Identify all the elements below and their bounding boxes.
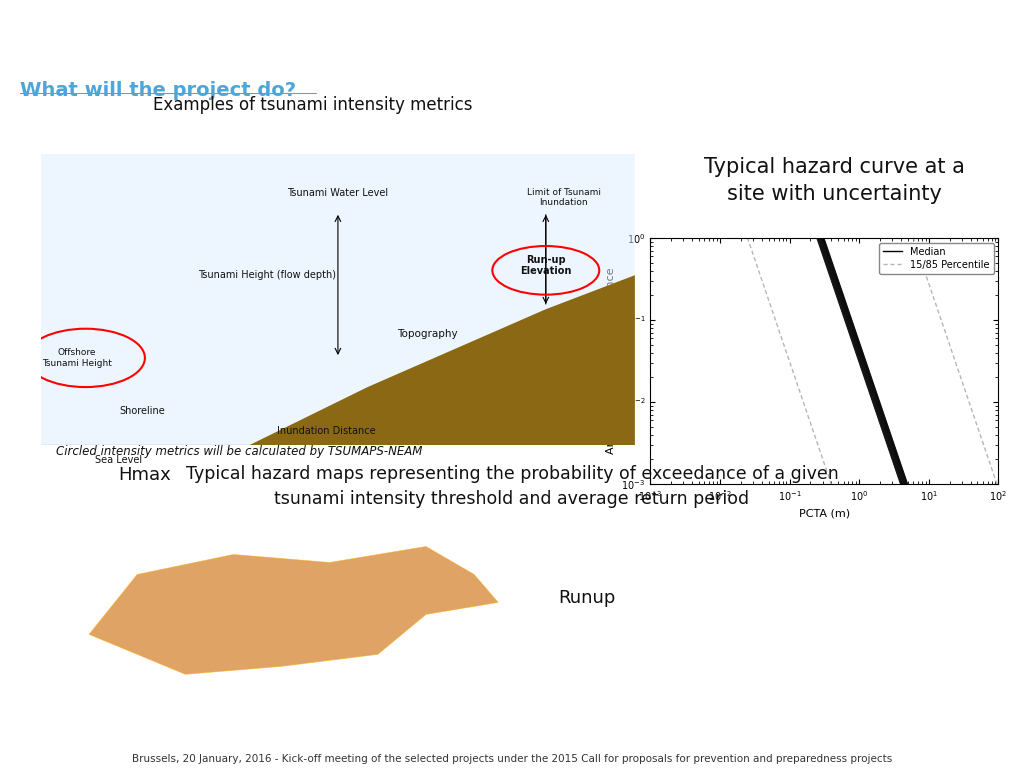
Text: Offshore
Tsunami Height: Offshore Tsunami Height (42, 348, 112, 368)
X-axis label: PCTA (m): PCTA (m) (799, 508, 850, 518)
Y-axis label: Annual Probability of Exceedance: Annual Probability of Exceedance (606, 268, 615, 454)
Polygon shape (41, 154, 635, 445)
Polygon shape (41, 275, 635, 445)
15/85 Percentile (798, 399, 810, 409)
15/85 Percentile (741, 233, 754, 242)
Polygon shape (89, 547, 499, 674)
15/85 Percentile (826, 483, 839, 492)
Text: Run-up
Elevation: Run-up Elevation (520, 255, 571, 276)
Text: Sea Level: Sea Level (94, 455, 141, 465)
Polygon shape (41, 275, 635, 470)
Text: Inundation Distance: Inundation Distance (276, 425, 376, 436)
15/85 Percentile (744, 243, 757, 253)
Text: Topography: Topography (396, 329, 458, 339)
Text: Typical hazard curve at a
site with uncertainty: Typical hazard curve at a site with unce… (705, 157, 965, 204)
Text: Circled intensity metrics will be calculated by TSUMAPS-NEAM: Circled intensity metrics will be calcul… (56, 445, 423, 458)
Text: Runup: Runup (558, 589, 615, 607)
15/85 Percentile (765, 302, 777, 311)
Text: What will the project do?: What will the project do? (20, 81, 297, 100)
Text: Hmax: Hmax (118, 466, 171, 484)
Line: 15/85 Percentile: 15/85 Percentile (748, 237, 833, 488)
15/85 Percentile (788, 372, 801, 382)
15/85 Percentile (821, 468, 834, 477)
15/85 Percentile (814, 447, 826, 456)
Text: Tsunami Height (flow depth): Tsunami Height (flow depth) (198, 270, 336, 280)
Text: Tsunami Water Level: Tsunami Water Level (288, 187, 388, 197)
Text: Typical hazard maps representing the probability of exceedance of a given
tsunam: Typical hazard maps representing the pro… (185, 465, 839, 508)
Legend: Median, 15/85 Percentile: Median, 15/85 Percentile (879, 243, 993, 273)
Text: Brussels, 20 January, 2016 - Kick-off meeting of the selected projects under the: Brussels, 20 January, 2016 - Kick-off me… (132, 754, 892, 764)
Text: Limit of Tsunami
Inundation: Limit of Tsunami Inundation (526, 187, 601, 207)
Text: Examples of tsunami intensity metrics: Examples of tsunami intensity metrics (153, 96, 472, 114)
Text: Shoreline: Shoreline (119, 406, 165, 416)
